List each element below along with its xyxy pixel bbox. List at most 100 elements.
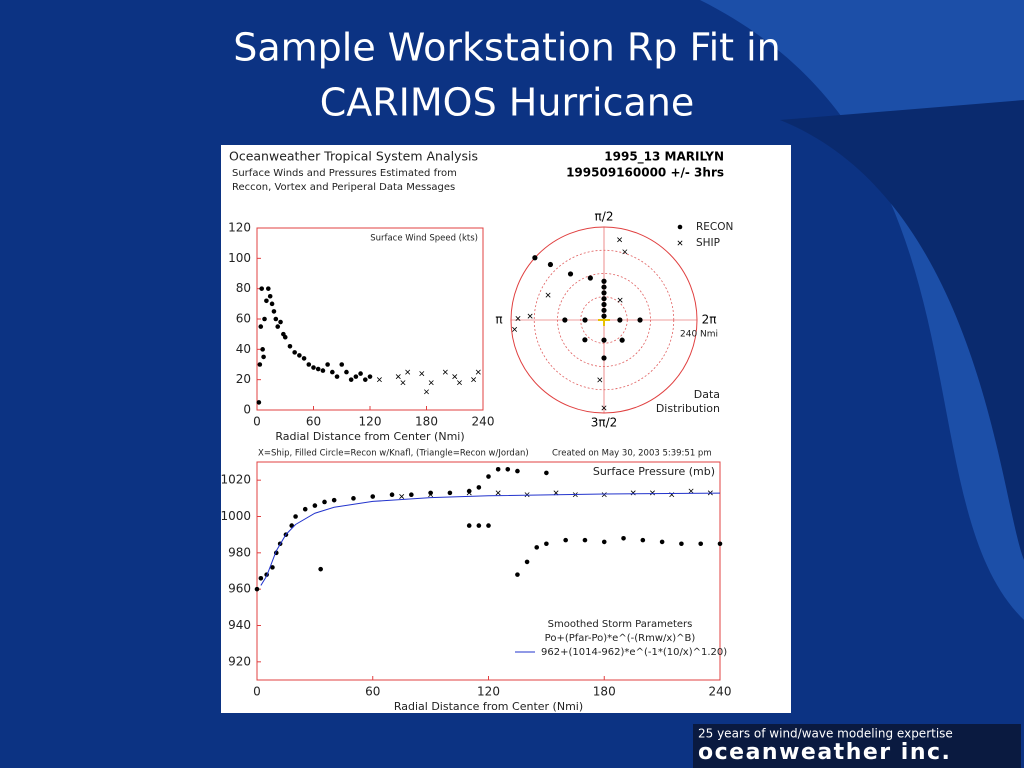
recon-point xyxy=(486,523,491,528)
recon-point xyxy=(367,374,373,379)
recon-point xyxy=(273,316,279,322)
recon-point xyxy=(544,541,549,547)
ship-point xyxy=(419,371,425,377)
recon-point xyxy=(601,296,607,302)
recon-point xyxy=(515,572,520,577)
recon-point xyxy=(278,319,283,325)
recon-point xyxy=(292,350,297,355)
recon-point xyxy=(619,337,625,343)
recon-point xyxy=(587,275,593,281)
x-tick-label: 180 xyxy=(415,415,438,429)
logo-box xyxy=(693,724,1021,768)
storm-name: 1995_13 MARILYN xyxy=(604,150,724,165)
ship-point xyxy=(428,380,434,386)
y-tick-label: 60 xyxy=(236,312,251,326)
recon-point xyxy=(302,506,308,512)
theta-label: π xyxy=(495,313,502,327)
panel-subheader: Surface Winds and Pressures Estimated fr… xyxy=(232,168,457,179)
recon-point xyxy=(258,575,264,581)
y-tick-label: 940 xyxy=(228,618,251,632)
ship-point xyxy=(452,374,458,380)
recon-point xyxy=(601,337,607,343)
legend-label: SHIP xyxy=(696,237,720,249)
recon-point xyxy=(601,539,607,545)
recon-point xyxy=(318,566,323,572)
y-tick-label: 1020 xyxy=(220,473,251,487)
recon-point xyxy=(640,537,646,543)
recon-point xyxy=(348,377,354,382)
recon-point xyxy=(524,559,530,565)
ship-point xyxy=(456,380,462,386)
ship-point xyxy=(428,492,434,498)
ship-point xyxy=(495,490,501,496)
annotation: Smoothed Storm Parameters xyxy=(548,619,693,630)
fit-line xyxy=(260,492,721,586)
tagline: 25 years of wind/wave modeling expertise xyxy=(698,727,953,741)
recon-point xyxy=(353,374,359,379)
recon-point xyxy=(495,466,501,472)
ship-point xyxy=(688,488,694,494)
recon-point xyxy=(257,362,263,367)
theta-label: 2π xyxy=(702,313,717,327)
y-tick-label: 20 xyxy=(236,372,251,386)
recon-point xyxy=(582,537,588,543)
recon-point xyxy=(447,490,453,496)
recon-point xyxy=(567,271,574,277)
recon-point xyxy=(544,470,549,476)
annotation: Data xyxy=(694,388,720,401)
recon-point xyxy=(547,261,554,268)
recon-point xyxy=(256,400,262,405)
recon-point xyxy=(515,468,520,474)
slide-title: Sample Workstation Rp Fit in xyxy=(233,26,781,70)
recon-point xyxy=(476,485,482,490)
y-tick-label: 100 xyxy=(228,251,251,265)
recon-point xyxy=(301,356,307,361)
ship-point xyxy=(601,492,607,498)
y-tick-label: 1000 xyxy=(220,509,251,523)
ship-point xyxy=(617,237,623,243)
recon-point xyxy=(254,586,260,592)
recon-point xyxy=(275,324,281,329)
x-tick-label: 60 xyxy=(365,685,380,699)
x-tick-label: 0 xyxy=(253,415,261,429)
recon-point xyxy=(582,317,588,323)
recon-point xyxy=(306,362,312,367)
ship-point xyxy=(601,405,607,411)
y-tick-label: 120 xyxy=(228,221,251,235)
recon-point xyxy=(601,313,607,319)
ship-point xyxy=(399,494,405,499)
logo: oceanweather inc. xyxy=(698,740,951,765)
recon-point xyxy=(270,565,275,570)
ship-point xyxy=(630,490,636,496)
x-axis-label: Radial Distance from Center (Nmi) xyxy=(275,430,464,443)
recon-point xyxy=(259,286,265,291)
ship-point xyxy=(405,369,411,375)
recon-point xyxy=(601,284,607,290)
recon-point xyxy=(331,497,337,503)
recon-point xyxy=(637,317,643,323)
ship-point xyxy=(512,326,518,332)
figure-panel xyxy=(221,145,791,713)
recon-point xyxy=(325,362,330,367)
background-swoosh xyxy=(780,100,1024,560)
legend-swatch xyxy=(677,224,683,230)
recon-point xyxy=(320,368,326,373)
r-tick-label: 240 Nmi xyxy=(680,330,718,340)
ship-point xyxy=(424,389,429,395)
theta-label: π/2 xyxy=(595,210,614,224)
recon-point xyxy=(334,374,340,379)
ship-point xyxy=(376,377,382,383)
ship-point xyxy=(622,249,628,255)
recon-point xyxy=(261,354,266,360)
recon-point xyxy=(266,286,271,291)
y-tick-label: 40 xyxy=(236,342,251,356)
recon-point xyxy=(659,539,665,545)
recon-point xyxy=(409,492,414,498)
recon-point xyxy=(322,499,327,505)
recon-point xyxy=(287,344,293,349)
recon-point xyxy=(315,366,321,372)
legend-swatch xyxy=(677,240,683,246)
recon-point xyxy=(370,494,376,499)
x-tick-label: 180 xyxy=(593,685,616,699)
created-date: Created on May 30, 2003 5:39:51 pm xyxy=(552,449,712,459)
